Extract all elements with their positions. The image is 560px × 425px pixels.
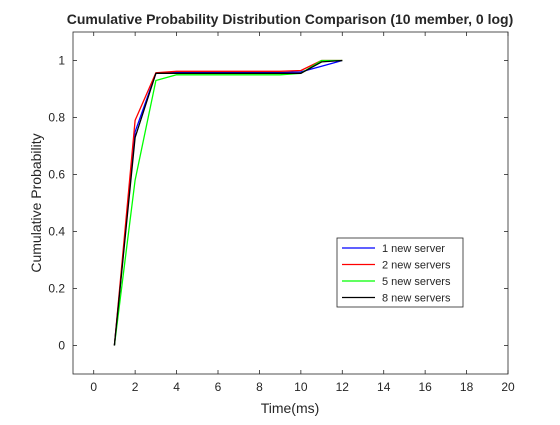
y-tick-label: 0 [58,339,65,353]
plot-area [72,31,509,375]
legend-label: 8 new servers [382,293,451,305]
legend-label: 2 new servers [382,260,451,272]
y-axis-label: Cumulative Probability [28,133,44,272]
x-axis-ticks: 0 2 4 6 8 10 12 14 16 18 20 [90,32,515,394]
x-tick-label: 18 [460,380,474,394]
x-tick-label: 20 [501,380,515,394]
series-line-2 [113,59,343,346]
series-line-4 [113,59,343,346]
x-tick-label: 4 [173,380,180,394]
x-tick-label: 10 [294,380,308,394]
x-tick-label: 2 [132,380,139,394]
x-axis-label: Time(ms) [261,400,320,416]
y-tick-label: 0.4 [48,225,65,239]
chart-title: Cumulative Probability Distribution Comp… [67,11,514,27]
legend-label: 5 new servers [382,276,451,288]
legend: 1 new server 2 new servers 5 new servers 8 … [336,237,464,308]
x-tick-label: 6 [215,380,222,394]
y-tick-label: 0.6 [48,168,65,182]
x-tick-label: 12 [336,380,350,394]
series-lines [113,59,343,346]
y-tick-label: 1 [58,54,65,68]
legend-box [336,237,464,308]
x-tick-label: 8 [256,380,263,394]
x-tick-label: 16 [418,380,432,394]
y-tick-label: 0.8 [48,111,65,125]
legend-label: 1 new server [382,243,445,255]
x-tick-label: 14 [377,380,391,394]
y-tick-label: 0.2 [48,282,65,296]
x-tick-label: 0 [90,380,97,394]
y-axis-ticks: 0 0.2 0.4 0.6 0.8 1 [48,54,508,353]
